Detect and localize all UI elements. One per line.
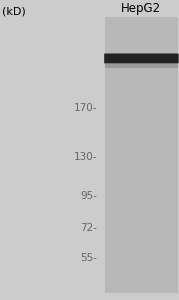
Bar: [105, 64, 178, 68]
FancyBboxPatch shape: [104, 53, 179, 63]
Text: (kD): (kD): [2, 6, 26, 16]
Text: 130-: 130-: [74, 152, 98, 161]
Text: 55-: 55-: [81, 253, 98, 262]
Bar: [105, 17, 178, 293]
Text: 95-: 95-: [81, 191, 98, 201]
Text: HepG2: HepG2: [121, 2, 161, 14]
Text: 170-: 170-: [74, 103, 98, 113]
Text: 72-: 72-: [81, 223, 98, 233]
